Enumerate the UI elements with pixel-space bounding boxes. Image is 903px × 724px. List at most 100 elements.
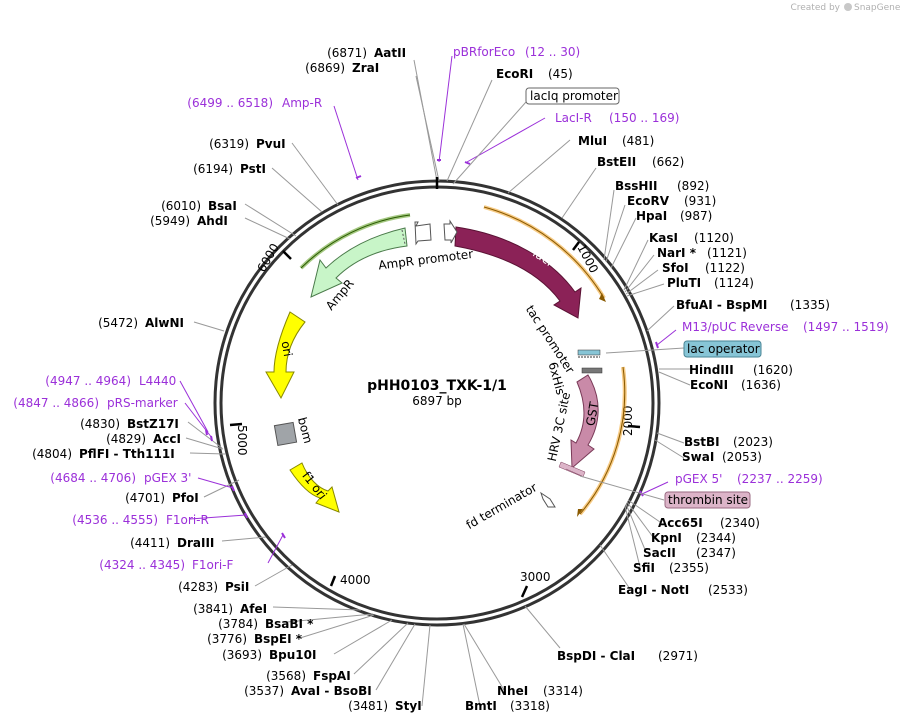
- hrv3c-label: HRV 3C site: [545, 391, 573, 463]
- site-name: SfiI: [633, 561, 655, 575]
- site-pos: (1636): [741, 378, 781, 392]
- site-pos: (662): [652, 155, 684, 169]
- thrombin-site-label-box: thrombin site: [664, 491, 751, 509]
- tick-label-3000: 3000: [520, 570, 551, 584]
- site-name: StyI: [395, 699, 422, 713]
- site-pos: (4283): [178, 580, 218, 594]
- site-pos: (6871): [327, 46, 367, 60]
- site-pos: (4804): [32, 447, 72, 461]
- watermark-prefix: Created by: [790, 3, 840, 13]
- site-pos: (5472): [98, 316, 138, 330]
- site-pos: (3568): [266, 669, 306, 683]
- primer-name: pRS-marker: [107, 396, 178, 410]
- site-name: BspEI *: [254, 632, 303, 646]
- site-name: FspAI: [313, 669, 351, 683]
- site-name: PluTI: [667, 276, 701, 290]
- thrombin-site-label: thrombin site: [668, 493, 748, 507]
- site-name: BssHII: [615, 179, 657, 193]
- primer-range: (4536 .. 4555): [72, 513, 158, 527]
- primer-range: (150 .. 169): [609, 111, 679, 125]
- lac-operator-label: lac operator: [687, 342, 760, 356]
- site-pos: (3784): [218, 617, 258, 631]
- site-pos: (3776): [207, 632, 247, 646]
- primer-range: (1497 .. 1519): [803, 320, 889, 334]
- site-pos: (1620): [753, 363, 793, 377]
- site-name: AvaI - BsoBI: [291, 684, 372, 698]
- site-name: AccI: [153, 432, 181, 446]
- site-pos: (4830): [80, 417, 120, 431]
- site-name: BfuAI - BspMI: [676, 298, 767, 312]
- gst-arrow: [570, 374, 599, 470]
- site-pos: (2971): [658, 649, 698, 663]
- site-pos: (3481): [348, 699, 388, 713]
- site-pos: (4411): [130, 536, 170, 550]
- site-name: ZraI: [352, 61, 379, 75]
- site-name: Bpu10I: [269, 648, 316, 662]
- site-pos: (892): [677, 179, 709, 193]
- primer-range: (12 .. 30): [525, 45, 580, 59]
- primer-name: LacI-R: [555, 111, 592, 125]
- watermark-brand: SnapGene: [854, 3, 901, 13]
- lacIq-promoter-label-box: lacIq promoter: [525, 87, 620, 105]
- primer-labels: pBRforEco (12 .. 30) LacI-R (150 .. 169)…: [13, 45, 888, 572]
- site-labels: (6871) AatII (6869) ZraI EcoRI (45) MluI…: [32, 46, 830, 713]
- primer-range: (2237 .. 2259): [737, 472, 823, 486]
- site-pos: (6319): [209, 137, 249, 151]
- site-name: KasI: [649, 231, 678, 245]
- primer-range: (4684 .. 4706): [50, 471, 136, 485]
- primer-range: (6499 .. 6518): [187, 96, 273, 110]
- site-pos: (4701): [125, 491, 165, 505]
- site-name: Acc65I: [658, 516, 703, 530]
- site-name: PvuI: [256, 137, 286, 151]
- primer-name: L4440: [139, 374, 176, 388]
- site-name: BsaI: [208, 199, 237, 213]
- gst-label: GST: [583, 400, 601, 427]
- tick-label-5000: 5000: [235, 425, 249, 456]
- primer-leaders: [179, 55, 677, 564]
- site-name: MluI: [578, 134, 607, 148]
- primer-range: (4947 .. 4964): [45, 374, 131, 388]
- fd-terminator-label: fd terminator: [464, 480, 540, 532]
- primer-name: F1ori-F: [192, 558, 233, 572]
- site-pos: (5949): [150, 214, 190, 228]
- site-name: HindIII: [689, 363, 734, 377]
- site-name: EcoNI: [690, 378, 728, 392]
- site-pos: (2344): [696, 531, 736, 545]
- lac-operator-label-box: lac operator: [683, 340, 762, 358]
- site-pos: (3693): [222, 648, 262, 662]
- site-leaders: [185, 59, 691, 707]
- site-pos: (6194): [193, 162, 233, 176]
- site-pos: (1121): [707, 246, 747, 260]
- site-name: NheI: [497, 684, 528, 698]
- site-name: KpnI: [651, 531, 682, 545]
- lac-operator-mark: [577, 349, 601, 358]
- site-pos: (2340): [720, 516, 760, 530]
- site-pos: (987): [680, 209, 712, 223]
- site-pos: (2347): [696, 546, 736, 560]
- site-name: PflFI - Tth111I: [79, 447, 175, 461]
- site-name: EcoRI: [496, 67, 533, 81]
- site-name: AfeI: [240, 602, 267, 616]
- lacIq-promoter-arrow: [443, 219, 458, 244]
- orf-arcs: [299, 205, 627, 517]
- site-name: DraIII: [177, 536, 214, 550]
- lacIq-promoter-label: lacIq promoter: [530, 89, 618, 103]
- primer-name: pGEX 3': [144, 471, 191, 485]
- site-pos: (2355): [669, 561, 709, 575]
- primer-name: M13/pUC Reverse: [682, 320, 789, 334]
- primer-name: F1ori-R: [166, 513, 209, 527]
- site-name: SacII: [643, 546, 676, 560]
- site-pos: (1124): [714, 276, 754, 290]
- site-name: BstEII: [597, 155, 636, 169]
- plasmid-size: 6897 bp: [412, 394, 462, 408]
- site-name: AlwNI: [145, 316, 184, 330]
- snapgene-logo-icon: [844, 3, 852, 11]
- site-pos: (931): [684, 194, 716, 208]
- ori-label: ori: [279, 340, 295, 358]
- site-pos: (2533): [708, 583, 748, 597]
- site-pos: (3318): [510, 699, 550, 713]
- ori-arrow: [265, 311, 306, 400]
- site-pos: (1335): [790, 298, 830, 312]
- site-name: PsiI: [225, 580, 249, 594]
